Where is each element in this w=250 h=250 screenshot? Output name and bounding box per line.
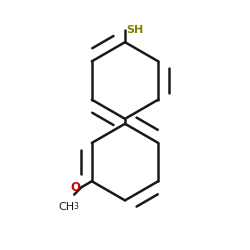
- Text: SH: SH: [126, 25, 144, 35]
- Text: 3: 3: [74, 202, 78, 210]
- Text: CH: CH: [59, 202, 75, 212]
- Text: O: O: [71, 181, 81, 194]
